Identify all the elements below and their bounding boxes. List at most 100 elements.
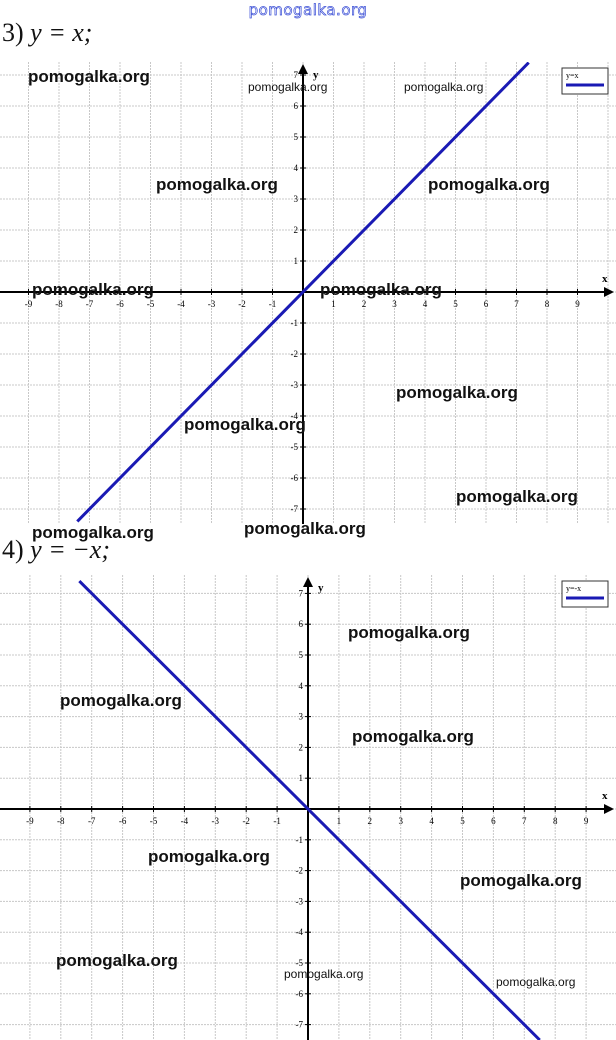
x-tick-label: -5 bbox=[147, 299, 155, 309]
y-tick-label: 2 bbox=[299, 742, 304, 752]
watermark: pomogalka.org bbox=[496, 975, 576, 989]
x-tick-label: 1 bbox=[337, 816, 342, 826]
x-tick-label: -1 bbox=[269, 299, 277, 309]
watermark: pomogalka.org bbox=[184, 415, 306, 434]
watermark: pomogalka.org bbox=[32, 523, 154, 542]
y-tick-label: -1 bbox=[296, 835, 304, 845]
watermark: pomogalka.org bbox=[32, 280, 154, 299]
x-axis-label: x bbox=[602, 273, 608, 285]
x-axis-arrow-icon bbox=[604, 804, 614, 814]
y-axis-label: y bbox=[318, 582, 324, 594]
x-tick-label: -6 bbox=[119, 816, 127, 826]
watermark: pomogalka.org bbox=[456, 487, 578, 506]
y-tick-label: -5 bbox=[296, 958, 304, 968]
section-4-heading: 4) y = −x; bbox=[2, 535, 110, 565]
x-tick-label: 6 bbox=[491, 816, 496, 826]
watermark: pomogalka.org bbox=[244, 519, 366, 538]
x-tick-label: -3 bbox=[212, 816, 220, 826]
section-number: 3) bbox=[2, 18, 31, 47]
y-tick-label: 6 bbox=[294, 101, 299, 111]
y-tick-label: 3 bbox=[294, 194, 299, 204]
x-tick-label: 4 bbox=[423, 299, 428, 309]
x-tick-label: 9 bbox=[575, 299, 580, 309]
watermark: pomogalka.org bbox=[248, 80, 328, 94]
watermark: pomogalka.org bbox=[156, 175, 278, 194]
legend-label: y=x bbox=[566, 71, 579, 80]
x-axis-label: x bbox=[602, 790, 608, 802]
x-tick-label: -3 bbox=[208, 299, 216, 309]
watermark: pomogalka.org bbox=[352, 727, 474, 746]
section-3-heading: 3) y = x; bbox=[2, 18, 92, 48]
equation: y = x; bbox=[30, 18, 93, 47]
watermark: pomogalka.org bbox=[404, 80, 484, 94]
y-tick-label: 5 bbox=[299, 650, 304, 660]
x-tick-label: 5 bbox=[453, 299, 458, 309]
y-tick-label: -3 bbox=[291, 380, 299, 390]
series-line bbox=[76, 62, 530, 523]
y-tick-label: -5 bbox=[291, 442, 299, 452]
x-axis-arrow-icon bbox=[604, 287, 614, 297]
x-tick-label: -8 bbox=[55, 299, 63, 309]
chart-y-equals-x: x y -9 -8 -7 -6 -5 -4 -3 -2 -1 1 2 3 4 5 6 7 8 9 -7 -6 -5 -4 -3 -… bbox=[0, 62, 616, 524]
y-tick-label: -7 bbox=[296, 1020, 304, 1030]
x-tick-label: 9 bbox=[584, 816, 589, 826]
x-tick-label: 8 bbox=[545, 299, 550, 309]
watermark: pomogalka.org bbox=[396, 383, 518, 402]
x-tick-label: -7 bbox=[88, 816, 96, 826]
legend-box bbox=[561, 580, 609, 608]
watermark: pomogalka.org bbox=[56, 951, 178, 970]
section-number: 4) bbox=[2, 535, 31, 564]
watermark: pomogalka.org bbox=[148, 847, 270, 866]
y-tick-label: 1 bbox=[299, 773, 304, 783]
legend-box bbox=[561, 67, 609, 95]
chart-y-equals-minus-x: x y -9 -8 -7 -6 -5 -4 -3 -2 -1 1 2 3 4 5 6 7 8 9 -7 -6 -5 -4 -3 -… bbox=[0, 575, 616, 1040]
y-tick-label: -3 bbox=[296, 896, 304, 906]
y-tick-label: 3 bbox=[299, 712, 304, 722]
x-tick-label: 6 bbox=[484, 299, 489, 309]
y-tick-label: 7 bbox=[299, 588, 304, 598]
x-tick-label: -4 bbox=[181, 816, 189, 826]
y-tick-label: -6 bbox=[296, 989, 304, 999]
x-tick-label: 7 bbox=[514, 299, 519, 309]
x-tick-label: 3 bbox=[392, 299, 397, 309]
watermark: pomogalka.org bbox=[460, 871, 582, 890]
y-tick-label: 7 bbox=[294, 70, 299, 80]
x-tick-label: 4 bbox=[429, 816, 434, 826]
x-tick-label: 8 bbox=[553, 816, 558, 826]
series-line bbox=[78, 580, 541, 1040]
x-tick-label: -4 bbox=[177, 299, 185, 309]
y-tick-label: 5 bbox=[294, 132, 299, 142]
x-tick-label: 2 bbox=[368, 816, 373, 826]
watermark: pomogalka.org bbox=[320, 280, 442, 299]
x-tick-label: 1 bbox=[331, 299, 336, 309]
y-tick-label: -2 bbox=[296, 866, 304, 876]
y-tick-label: -6 bbox=[291, 473, 299, 483]
x-tick-label: -9 bbox=[25, 299, 33, 309]
x-tick-label: -1 bbox=[273, 816, 281, 826]
y-tick-label: 4 bbox=[294, 163, 299, 173]
x-tick-label: -2 bbox=[242, 816, 250, 826]
y-tick-label: -1 bbox=[291, 318, 299, 328]
y-axis-arrow-icon bbox=[303, 577, 313, 587]
y-tick-label: -4 bbox=[296, 927, 304, 937]
watermark: pomogalka.org bbox=[348, 623, 470, 642]
y-tick-label: 2 bbox=[294, 225, 299, 235]
y-tick-label: 1 bbox=[294, 256, 299, 266]
legend-label: y=-x bbox=[566, 584, 581, 593]
x-tick-label: -5 bbox=[150, 816, 158, 826]
y-axis-arrow-icon bbox=[298, 64, 308, 74]
x-tick-label: -6 bbox=[116, 299, 124, 309]
x-tick-label: -9 bbox=[26, 816, 34, 826]
y-tick-label: -4 bbox=[291, 411, 299, 421]
x-tick-label: -7 bbox=[86, 299, 94, 309]
x-tick-label: -2 bbox=[238, 299, 246, 309]
x-tick-label: 3 bbox=[398, 816, 403, 826]
watermark: pomogalka.org bbox=[284, 967, 364, 981]
x-tick-label: 5 bbox=[460, 816, 465, 826]
site-watermark: pomogalka.org bbox=[248, 1, 368, 20]
y-tick-label: 4 bbox=[299, 681, 304, 691]
x-tick-label: 2 bbox=[362, 299, 367, 309]
y-tick-label: -2 bbox=[291, 349, 299, 359]
watermark: pomogalka.org bbox=[428, 175, 550, 194]
watermark: pomogalka.org bbox=[60, 691, 182, 710]
